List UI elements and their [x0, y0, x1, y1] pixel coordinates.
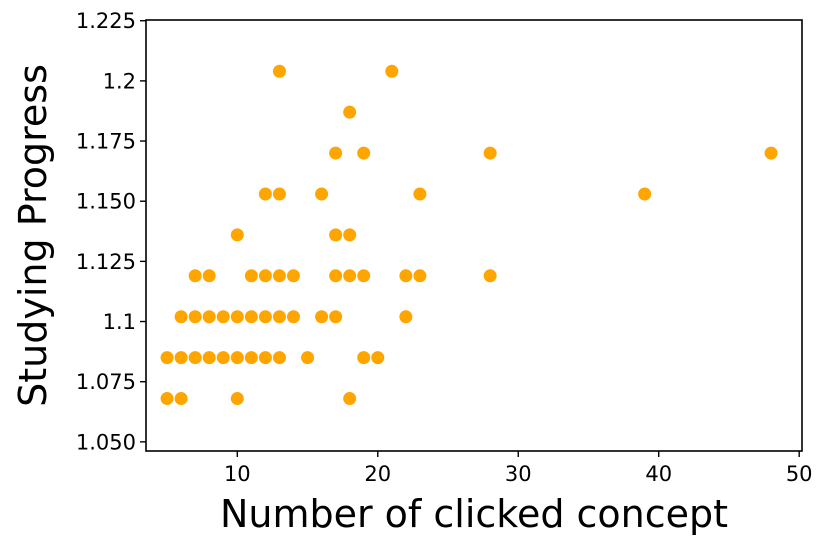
y-tick-label: 1.225 — [76, 9, 136, 33]
data-point — [315, 187, 329, 201]
axes-layer: 10 20 30 40 50 1.050 1.075 1.1 1.125 1.150 1.175 1.… — [76, 9, 813, 486]
data-point — [483, 269, 497, 283]
data-point — [230, 392, 244, 406]
data-point — [258, 187, 272, 201]
x-tick-label: 20 — [364, 462, 391, 486]
x-tick-label: 40 — [645, 462, 672, 486]
data-point — [286, 269, 300, 283]
data-point — [188, 351, 202, 365]
data-point — [329, 269, 343, 283]
data-point — [230, 228, 244, 242]
data-point — [329, 146, 343, 160]
data-point — [272, 310, 286, 324]
data-point — [216, 310, 230, 324]
points-layer — [160, 64, 778, 406]
data-point — [174, 351, 188, 365]
data-point — [174, 310, 188, 324]
data-point — [258, 269, 272, 283]
data-point — [202, 310, 216, 324]
data-point — [272, 351, 286, 365]
data-point — [413, 187, 427, 201]
data-point — [202, 269, 216, 283]
data-point — [329, 310, 343, 324]
data-point — [343, 228, 357, 242]
y-tick-label: 1.1 — [103, 310, 136, 334]
data-point — [258, 310, 272, 324]
data-point — [357, 146, 371, 160]
data-point — [399, 310, 413, 324]
y-tick-label: 1.150 — [76, 190, 136, 214]
data-point — [188, 310, 202, 324]
data-point — [188, 269, 202, 283]
x-tick-label: 10 — [224, 462, 251, 486]
data-point — [315, 310, 329, 324]
data-point — [244, 269, 258, 283]
data-point — [160, 351, 174, 365]
y-tick-label: 1.125 — [76, 250, 136, 274]
data-point — [174, 392, 188, 406]
data-point — [301, 351, 315, 365]
data-point — [272, 269, 286, 283]
data-point — [286, 310, 300, 324]
data-point — [230, 310, 244, 324]
x-tick-label: 50 — [786, 462, 813, 486]
data-point — [160, 392, 174, 406]
data-point — [399, 269, 413, 283]
y-tick-label: 1.2 — [103, 69, 136, 93]
data-point — [357, 351, 371, 365]
data-point — [216, 351, 230, 365]
data-point — [413, 269, 427, 283]
data-point — [272, 64, 286, 78]
data-point — [371, 351, 385, 365]
plot-frame — [145, 19, 803, 452]
data-point — [483, 146, 497, 160]
data-point — [343, 392, 357, 406]
y-tick-label: 1.075 — [76, 370, 136, 394]
data-point — [244, 310, 258, 324]
data-point — [329, 228, 343, 242]
data-point — [638, 187, 652, 201]
data-point — [357, 269, 371, 283]
data-point — [272, 187, 286, 201]
y-tick-label: 1.050 — [76, 430, 136, 454]
data-point — [202, 351, 216, 365]
x-tick-label: 30 — [505, 462, 532, 486]
data-point — [343, 105, 357, 119]
data-point — [343, 269, 357, 283]
y-tick-label: 1.175 — [76, 130, 136, 154]
data-point — [385, 64, 399, 78]
x-axis-title: Number of clicked concept — [220, 492, 728, 536]
data-point — [764, 146, 778, 160]
data-point — [244, 351, 258, 365]
y-axis-title: Studying Progress — [11, 64, 55, 407]
data-point — [258, 351, 272, 365]
data-point — [230, 351, 244, 365]
